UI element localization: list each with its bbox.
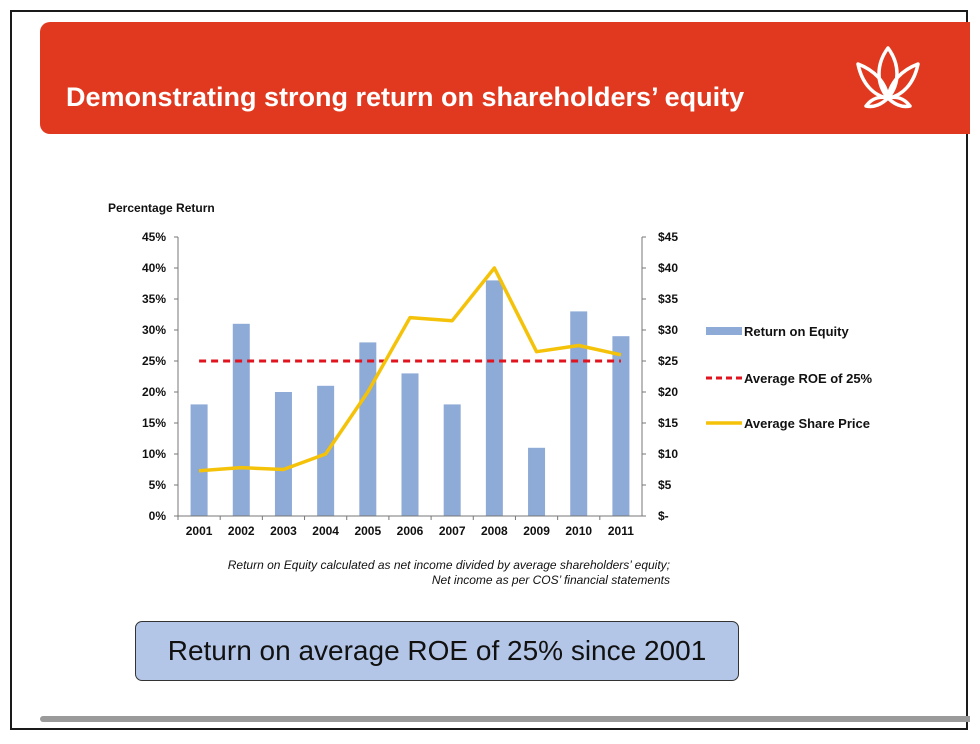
right-tick-label: $5 bbox=[658, 478, 672, 492]
left-tick-label: 5% bbox=[149, 478, 167, 492]
roe-bar-2007 bbox=[443, 404, 461, 516]
right-tick-label: $40 bbox=[658, 261, 678, 275]
roe-bar-2002 bbox=[232, 323, 250, 516]
x-tick-label-2009: 2009 bbox=[523, 524, 550, 538]
right-tick-label: $25 bbox=[658, 354, 678, 368]
right-tick-label: $15 bbox=[658, 416, 678, 430]
left-tick-label: 0% bbox=[149, 509, 167, 523]
x-tick-label-2001: 2001 bbox=[186, 524, 213, 538]
left-tick-label: 20% bbox=[142, 385, 166, 399]
flower-logo-icon bbox=[856, 46, 920, 109]
left-tick-label: 25% bbox=[142, 354, 166, 368]
right-tick-label: $- bbox=[658, 509, 669, 523]
right-tick-label: $30 bbox=[658, 323, 678, 337]
footnote-line-2: Net income as per COS’ financial stateme… bbox=[431, 573, 670, 587]
y-axis-title: Percentage Return bbox=[108, 201, 215, 215]
roe-bar-2005 bbox=[359, 342, 377, 516]
legend-label-2: Average Share Price bbox=[744, 416, 870, 431]
title-banner bbox=[40, 22, 970, 134]
roe-bar-2006 bbox=[401, 373, 419, 516]
x-tick-label-2002: 2002 bbox=[228, 524, 255, 538]
x-tick-label-2010: 2010 bbox=[565, 524, 592, 538]
x-tick-label-2008: 2008 bbox=[481, 524, 508, 538]
roe-bar-2010 bbox=[570, 311, 588, 516]
right-tick-label: $35 bbox=[658, 292, 678, 306]
legend-swatch-roe bbox=[706, 327, 742, 335]
legend-label-1: Average ROE of 25% bbox=[744, 371, 873, 386]
left-tick-label: 40% bbox=[142, 261, 166, 275]
left-tick-label: 15% bbox=[142, 416, 166, 430]
roe-callout-box: Return on average ROE of 25% since 2001 bbox=[135, 621, 739, 681]
roe-bar-2001 bbox=[190, 404, 208, 516]
roe-bar-2011 bbox=[612, 336, 630, 516]
x-tick-label-2011: 2011 bbox=[608, 524, 634, 538]
x-tick-label-2007: 2007 bbox=[439, 524, 466, 538]
footnote-line-1: Return on Equity calculated as net incom… bbox=[227, 558, 670, 572]
x-tick-label-2004: 2004 bbox=[312, 524, 339, 538]
left-tick-label: 35% bbox=[142, 292, 166, 306]
right-tick-label: $10 bbox=[658, 447, 678, 461]
roe-bar-2003 bbox=[274, 392, 292, 516]
roe-bar-2008 bbox=[485, 280, 503, 516]
right-tick-label: $20 bbox=[658, 385, 678, 399]
roe-bar-2009 bbox=[528, 447, 546, 516]
chart-footnote: Return on Equity calculated as net incom… bbox=[150, 558, 670, 588]
slide-title: Demonstrating strong return on sharehold… bbox=[66, 82, 745, 112]
left-tick-label: 10% bbox=[142, 447, 166, 461]
left-tick-label: 30% bbox=[142, 323, 166, 337]
x-tick-label-2005: 2005 bbox=[354, 524, 381, 538]
roe-chart: Percentage Return 0% 5% 10% 15% 20% 25% 30% 35%… bbox=[108, 201, 873, 538]
callout-text: Return on average ROE of 25% since 2001 bbox=[167, 635, 707, 666]
bottom-rule bbox=[40, 716, 970, 722]
legend-label-0: Return on Equity bbox=[744, 324, 849, 339]
x-tick-label-2006: 2006 bbox=[397, 524, 424, 538]
right-tick-label: $45 bbox=[658, 230, 678, 244]
x-tick-label-2003: 2003 bbox=[270, 524, 297, 538]
share-price-line bbox=[198, 266, 622, 473]
left-tick-label: 45% bbox=[142, 230, 166, 244]
